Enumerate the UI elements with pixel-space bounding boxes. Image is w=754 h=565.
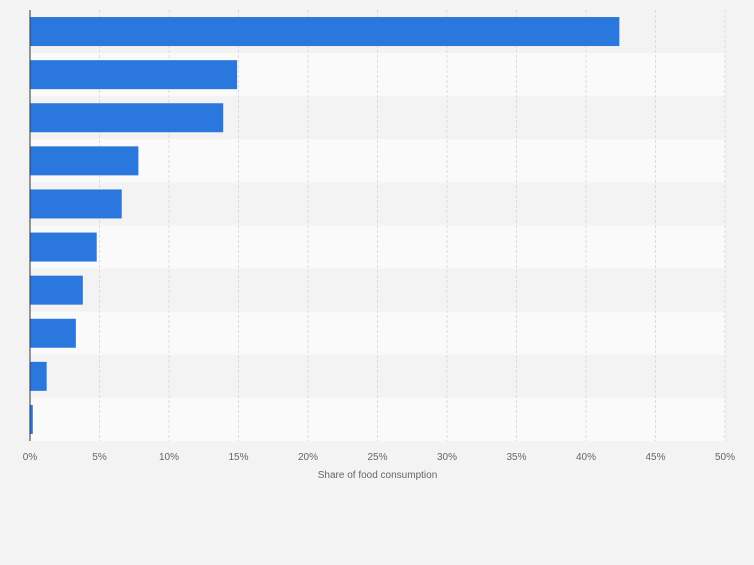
bar[interactable] [30, 146, 139, 176]
x-axis-label: Share of food consumption [318, 470, 438, 481]
x-tick-label: 25% [367, 452, 387, 463]
bar[interactable] [30, 404, 33, 434]
bar[interactable] [30, 318, 76, 348]
bar[interactable] [30, 275, 83, 305]
bar[interactable] [30, 17, 620, 47]
row-band [30, 311, 725, 355]
x-tick-label: 15% [228, 452, 248, 463]
bar[interactable] [30, 189, 122, 219]
row-band [30, 182, 725, 226]
x-tick-labels: 0% 5% 10% 15% 20% 25% 30% 35% 40% 45% 50% [23, 452, 735, 463]
x-tick-label: 0% [23, 452, 38, 463]
bar[interactable] [30, 103, 224, 133]
x-tick-label: 10% [159, 452, 179, 463]
bar[interactable] [30, 60, 238, 90]
row-band [30, 397, 725, 441]
x-tick-label: 30% [437, 452, 457, 463]
bars [30, 17, 620, 434]
x-tick-label: 35% [506, 452, 526, 463]
x-tick-label: 45% [645, 452, 665, 463]
x-tick-label: 40% [576, 452, 596, 463]
bar[interactable] [30, 232, 97, 262]
x-tick-label: 5% [92, 452, 107, 463]
x-tick-label: 50% [715, 452, 735, 463]
x-tick-label: 20% [298, 452, 318, 463]
bar[interactable] [30, 361, 47, 391]
